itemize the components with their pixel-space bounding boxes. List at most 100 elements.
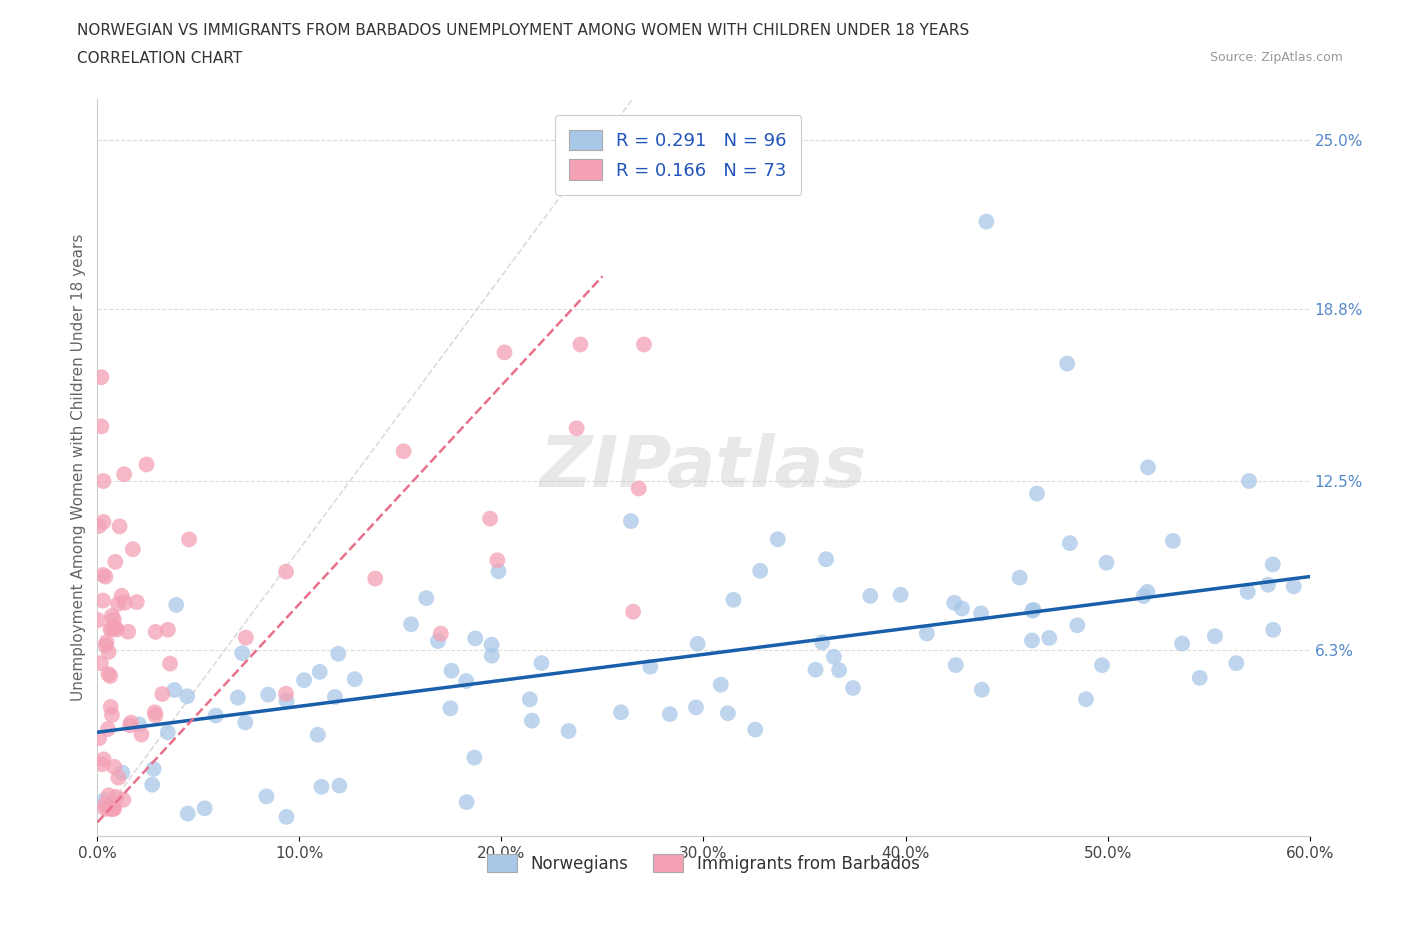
Point bbox=[177, 806, 200, 821]
Point bbox=[1225, 656, 1247, 671]
Point bbox=[343, 671, 366, 686]
Point bbox=[766, 532, 789, 547]
Point bbox=[226, 690, 249, 705]
Point bbox=[135, 457, 157, 472]
Point bbox=[91, 567, 114, 582]
Point bbox=[103, 802, 125, 817]
Point bbox=[488, 564, 510, 578]
Point bbox=[717, 706, 740, 721]
Point bbox=[101, 802, 124, 817]
Point bbox=[486, 552, 509, 567]
Point bbox=[292, 672, 315, 687]
Point bbox=[100, 802, 122, 817]
Point bbox=[1038, 631, 1060, 645]
Point bbox=[103, 612, 125, 627]
Point bbox=[143, 705, 166, 720]
Point bbox=[311, 779, 333, 794]
Point bbox=[620, 513, 643, 528]
Point bbox=[114, 595, 136, 610]
Point bbox=[125, 594, 148, 609]
Point bbox=[156, 622, 179, 637]
Point bbox=[145, 624, 167, 639]
Point bbox=[815, 551, 838, 566]
Point bbox=[1022, 603, 1045, 618]
Point bbox=[98, 669, 121, 684]
Point bbox=[97, 722, 120, 737]
Point bbox=[128, 717, 150, 732]
Point bbox=[439, 701, 461, 716]
Point bbox=[159, 657, 181, 671]
Point bbox=[235, 631, 257, 645]
Point bbox=[463, 751, 485, 765]
Point bbox=[97, 667, 120, 682]
Point bbox=[744, 723, 766, 737]
Point bbox=[204, 708, 226, 723]
Text: Source: ZipAtlas.com: Source: ZipAtlas.com bbox=[1209, 51, 1343, 64]
Point bbox=[456, 673, 478, 688]
Point bbox=[145, 708, 167, 723]
Point bbox=[530, 656, 553, 671]
Point bbox=[117, 624, 139, 639]
Point bbox=[710, 677, 733, 692]
Point bbox=[121, 542, 143, 557]
Point bbox=[276, 809, 298, 824]
Point bbox=[1282, 578, 1305, 593]
Point bbox=[163, 683, 186, 698]
Point bbox=[621, 604, 644, 619]
Point bbox=[105, 790, 128, 804]
Point bbox=[328, 646, 350, 661]
Point bbox=[328, 778, 350, 793]
Point bbox=[1257, 578, 1279, 592]
Point bbox=[950, 601, 973, 616]
Point bbox=[399, 617, 422, 631]
Point bbox=[257, 687, 280, 702]
Point bbox=[1095, 555, 1118, 570]
Point bbox=[101, 608, 124, 623]
Point bbox=[93, 514, 115, 529]
Point bbox=[430, 626, 453, 641]
Point bbox=[96, 635, 118, 650]
Point bbox=[98, 802, 121, 817]
Point bbox=[481, 648, 503, 663]
Point bbox=[1091, 658, 1114, 672]
Point bbox=[93, 752, 115, 767]
Point bbox=[658, 707, 681, 722]
Point bbox=[100, 699, 122, 714]
Point bbox=[1021, 604, 1043, 618]
Point bbox=[98, 621, 121, 636]
Point bbox=[103, 760, 125, 775]
Point bbox=[1137, 460, 1160, 475]
Point bbox=[120, 715, 142, 730]
Point bbox=[274, 565, 297, 579]
Point bbox=[1074, 692, 1097, 707]
Point bbox=[633, 337, 655, 352]
Point bbox=[112, 792, 135, 807]
Point bbox=[1204, 629, 1226, 644]
Point bbox=[1171, 636, 1194, 651]
Point bbox=[101, 621, 124, 636]
Point bbox=[89, 731, 111, 746]
Point bbox=[481, 637, 503, 652]
Point bbox=[256, 789, 278, 804]
Point bbox=[141, 777, 163, 792]
Point bbox=[723, 592, 745, 607]
Point bbox=[1056, 356, 1078, 371]
Point bbox=[828, 663, 851, 678]
Point bbox=[889, 588, 911, 603]
Point bbox=[823, 649, 845, 664]
Point bbox=[1236, 584, 1258, 599]
Point bbox=[1059, 536, 1081, 551]
Text: CORRELATION CHART: CORRELATION CHART bbox=[77, 51, 242, 66]
Point bbox=[111, 765, 134, 780]
Point bbox=[565, 421, 588, 436]
Point bbox=[194, 801, 217, 816]
Point bbox=[323, 689, 346, 704]
Point bbox=[94, 797, 117, 812]
Point bbox=[945, 658, 967, 672]
Point bbox=[177, 532, 200, 547]
Point bbox=[686, 636, 709, 651]
Point bbox=[101, 802, 124, 817]
Point bbox=[610, 705, 633, 720]
Point bbox=[1026, 486, 1049, 501]
Point bbox=[105, 622, 128, 637]
